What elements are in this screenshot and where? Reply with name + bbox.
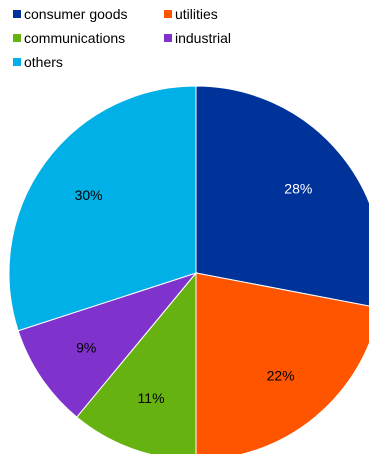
legend-item-utilities: utilities — [164, 6, 218, 22]
pie-slice-utilities — [195, 272, 369, 454]
pie-label-industrial: 9% — [76, 340, 96, 356]
legend-item-communications: communications — [13, 30, 125, 46]
pie-label-communications: 11% — [138, 390, 165, 406]
legend-label: industrial — [175, 30, 232, 46]
legend-item-consumer-goods: consumer goods — [13, 6, 128, 22]
pie-label-consumer-goods: 28% — [284, 180, 312, 196]
legend-swatch — [13, 58, 21, 66]
legend-label: communications — [24, 30, 126, 46]
legend-swatch — [164, 34, 172, 42]
legend-swatch — [164, 10, 172, 18]
legend-item-industrial: industrial — [164, 30, 231, 46]
legend-label: utilities — [175, 6, 218, 22]
legend-swatch — [13, 34, 21, 42]
pie-slice-industrial — [17, 271, 198, 418]
legend-item-others: others — [13, 54, 63, 70]
legend-swatch — [13, 10, 21, 18]
legend-label: consumer goods — [24, 6, 128, 22]
pie-label-others: 30% — [75, 187, 103, 203]
pie-slice-consumer-goods — [195, 85, 369, 307]
pie-label-utilities: 22% — [267, 367, 295, 383]
legend-label: others — [24, 54, 63, 70]
pie-slice-communications — [76, 271, 197, 454]
pie-slice-others — [8, 85, 197, 332]
